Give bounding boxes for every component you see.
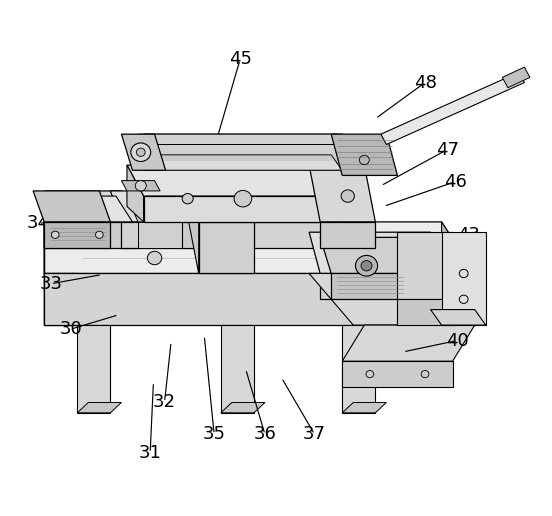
Polygon shape bbox=[221, 325, 254, 413]
Text: 44: 44 bbox=[457, 261, 480, 278]
Polygon shape bbox=[44, 222, 475, 273]
Polygon shape bbox=[320, 273, 442, 299]
Polygon shape bbox=[138, 222, 182, 248]
Polygon shape bbox=[442, 232, 486, 325]
Polygon shape bbox=[127, 165, 342, 196]
Polygon shape bbox=[502, 67, 530, 88]
Polygon shape bbox=[110, 191, 331, 222]
Polygon shape bbox=[44, 273, 77, 325]
Polygon shape bbox=[44, 273, 475, 325]
Polygon shape bbox=[121, 181, 160, 191]
Polygon shape bbox=[431, 310, 486, 325]
Text: 45: 45 bbox=[229, 51, 252, 68]
Text: 43: 43 bbox=[457, 226, 480, 244]
Polygon shape bbox=[309, 273, 442, 325]
Text: 30: 30 bbox=[59, 320, 82, 338]
Polygon shape bbox=[221, 402, 265, 413]
Text: 42: 42 bbox=[452, 297, 475, 314]
Circle shape bbox=[341, 190, 354, 202]
Polygon shape bbox=[188, 165, 254, 222]
Polygon shape bbox=[397, 299, 453, 325]
Polygon shape bbox=[397, 232, 453, 299]
Circle shape bbox=[147, 251, 162, 265]
Circle shape bbox=[355, 255, 378, 276]
Polygon shape bbox=[342, 361, 453, 387]
Text: 36: 36 bbox=[253, 426, 277, 443]
Polygon shape bbox=[77, 325, 110, 413]
Polygon shape bbox=[144, 196, 342, 222]
Polygon shape bbox=[44, 196, 132, 222]
Circle shape bbox=[95, 231, 103, 238]
Text: 46: 46 bbox=[444, 173, 467, 190]
Polygon shape bbox=[442, 222, 475, 325]
Polygon shape bbox=[342, 402, 386, 413]
Polygon shape bbox=[199, 222, 254, 273]
Circle shape bbox=[361, 261, 372, 271]
Polygon shape bbox=[121, 222, 331, 248]
Polygon shape bbox=[127, 196, 182, 222]
Circle shape bbox=[234, 190, 252, 207]
Polygon shape bbox=[442, 273, 475, 325]
Text: 34: 34 bbox=[27, 214, 50, 232]
Text: 47: 47 bbox=[436, 141, 459, 158]
Polygon shape bbox=[44, 222, 138, 248]
Circle shape bbox=[51, 231, 59, 238]
Text: 35: 35 bbox=[203, 426, 226, 443]
Circle shape bbox=[135, 181, 146, 191]
Polygon shape bbox=[309, 232, 442, 273]
Text: 31: 31 bbox=[139, 444, 162, 462]
Circle shape bbox=[131, 143, 151, 162]
Polygon shape bbox=[342, 325, 375, 413]
Polygon shape bbox=[381, 72, 524, 144]
Polygon shape bbox=[309, 165, 375, 222]
Polygon shape bbox=[127, 165, 144, 222]
Polygon shape bbox=[138, 134, 342, 144]
Polygon shape bbox=[188, 165, 199, 273]
Polygon shape bbox=[77, 402, 121, 413]
Text: 48: 48 bbox=[413, 74, 437, 91]
Text: 33: 33 bbox=[39, 275, 62, 293]
Polygon shape bbox=[342, 325, 475, 361]
Polygon shape bbox=[320, 222, 375, 248]
Circle shape bbox=[182, 194, 193, 204]
Polygon shape bbox=[33, 191, 110, 222]
Text: 37: 37 bbox=[303, 426, 326, 443]
Polygon shape bbox=[166, 191, 254, 222]
Polygon shape bbox=[331, 134, 397, 175]
Text: 40: 40 bbox=[445, 332, 469, 349]
Polygon shape bbox=[182, 222, 254, 248]
Circle shape bbox=[136, 148, 145, 156]
Polygon shape bbox=[144, 134, 353, 165]
Polygon shape bbox=[320, 237, 408, 273]
Text: 32: 32 bbox=[153, 394, 176, 411]
Polygon shape bbox=[44, 191, 138, 222]
Polygon shape bbox=[331, 273, 408, 299]
Polygon shape bbox=[44, 222, 110, 248]
Polygon shape bbox=[121, 134, 166, 170]
Polygon shape bbox=[132, 155, 342, 170]
